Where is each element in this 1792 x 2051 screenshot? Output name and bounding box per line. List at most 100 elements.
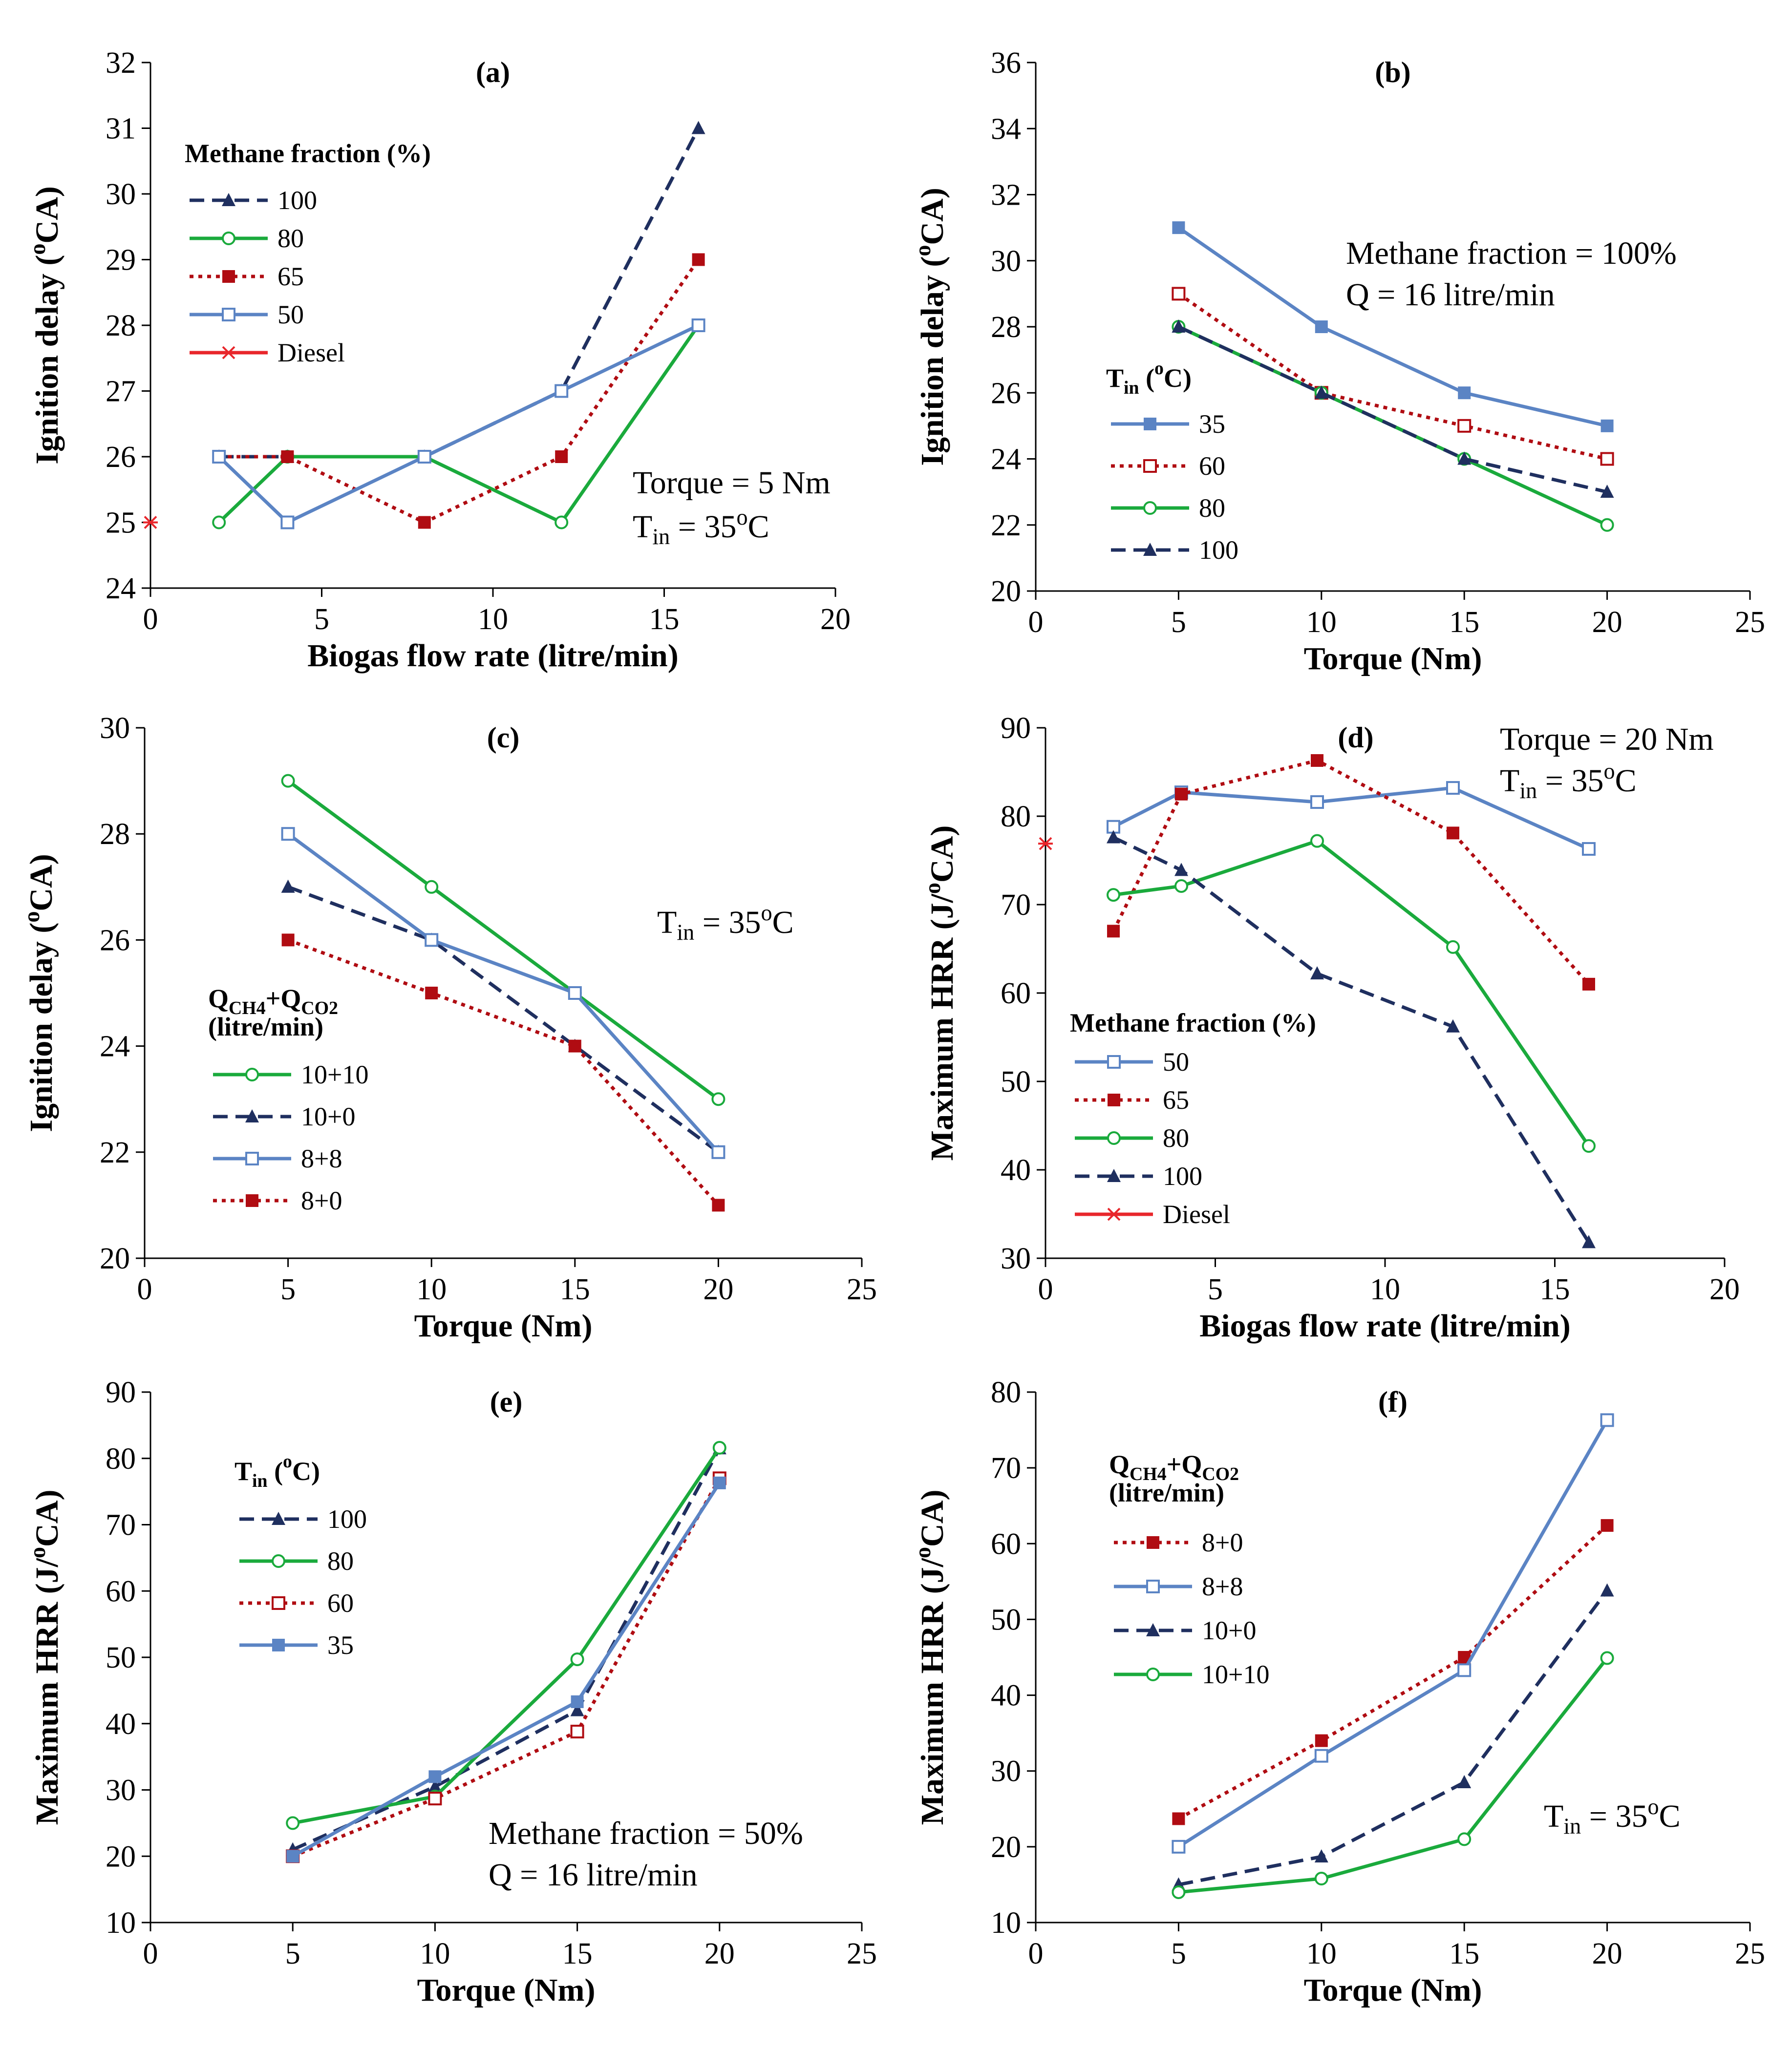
panel-a-series-100-line	[219, 127, 700, 459]
panel-b-legend-marker	[1143, 543, 1157, 556]
panel-d-series-100-point	[1582, 1235, 1596, 1248]
panel-f-series-10+0-point	[1314, 1849, 1328, 1863]
panel-d-y-tick-label: 30	[1001, 1242, 1031, 1275]
panel-d-annotation: Torque = 20 Nm	[1500, 721, 1714, 757]
panel-c-series-10+10-line	[287, 779, 720, 1101]
panel-e-x-tick-label: 10	[420, 1937, 450, 1970]
panel-b-x-tick-label: 5	[1171, 606, 1186, 639]
panel-d-series-Diesel-point	[1038, 837, 1053, 850]
panel-b-legend-marker	[1144, 418, 1156, 430]
panel-d-x-tick-label: 15	[1540, 1273, 1570, 1306]
panel-a-series-80-point	[212, 515, 226, 529]
panel-f-series-8+8-point	[1600, 1413, 1614, 1427]
panel-d-y-tick-label: 60	[1001, 977, 1031, 1010]
panel-d-legend-marker	[1108, 1094, 1120, 1106]
panel-b-y-tick-label: 22	[991, 509, 1021, 542]
panel-d-y-tick-label: 70	[1001, 888, 1031, 922]
panel-f-series-10+10-line	[1178, 1657, 1609, 1894]
panel-a-legend-label: 50	[277, 300, 304, 329]
panel-d-x-axis-title: Biogas flow rate (litre/min)	[1199, 1308, 1570, 1344]
panel-a-annotation: Torque = 5 Nm	[633, 465, 831, 501]
panel-e-legend-label: 80	[327, 1546, 354, 1576]
panel-f-y-tick-label: 40	[991, 1679, 1021, 1713]
panel-f-y-tick-label: 50	[991, 1603, 1021, 1636]
panel-f-series-8+8-point	[1457, 1663, 1472, 1677]
panel-d-legend-label: 50	[1163, 1047, 1189, 1077]
panel-b-series-35-point	[1172, 221, 1185, 234]
panel-d-series-80-point	[1107, 888, 1120, 902]
panel-a-y-tick-label: 26	[106, 441, 136, 474]
panel-b-series-35-point	[1315, 320, 1328, 333]
panel-a-annotation: Tin = 35oC	[633, 505, 769, 549]
panel-f-series-10+10-point	[1457, 1832, 1472, 1846]
panel-b-legend-title: Tin (oC)	[1106, 358, 1192, 398]
panel-c-legend-marker	[246, 1194, 258, 1207]
panel-d-annotation: Tin = 35oC	[1500, 759, 1637, 803]
panel-d-legend-label: 80	[1163, 1123, 1189, 1153]
panel-d-tag: (d)	[1338, 721, 1373, 754]
panel-f-series-10+10-point	[1600, 1651, 1614, 1665]
panel-e-y-tick-label: 60	[106, 1575, 136, 1608]
panel-c-annotation: Tin = 35oC	[657, 900, 794, 945]
panel-e-series-60-line	[292, 1477, 721, 1858]
panel-d-series-80-point	[1582, 1139, 1596, 1153]
panel-d-legend-label: Diesel	[1163, 1200, 1230, 1229]
panel-a-x-tick-label: 10	[478, 603, 508, 636]
panel-b-y-tick-label: 24	[991, 443, 1021, 476]
panel-b-y-tick-label: 20	[991, 575, 1021, 608]
panel-f-y-axis-title: Maximum HRR (J/oCA)	[910, 1490, 950, 1825]
panel-e-series-80-point	[286, 1816, 300, 1830]
panel-f-legend-marker	[1146, 1580, 1160, 1593]
panel-b-y-tick-label: 34	[991, 112, 1021, 146]
panel-c-y-axis-title: Ignition delay (oCA)	[19, 854, 59, 1132]
panel-e-legend-marker	[272, 1512, 285, 1525]
panel-c-series-8+8-point	[425, 933, 439, 947]
panel-d-y-tick-label: 80	[1001, 800, 1031, 833]
panel-b-series-35-line	[1177, 226, 1608, 428]
panel-c-x-tick-label: 20	[703, 1273, 733, 1306]
panel-d-series-80-point	[1446, 940, 1460, 954]
panel-d-series-65-point	[1311, 754, 1323, 767]
panel-c-legend-marker	[245, 1109, 259, 1122]
panel-a-series-50-point	[555, 384, 569, 398]
panel-c-y-tick-label: 22	[100, 1136, 130, 1169]
panel-b-y-tick-label: 28	[991, 311, 1021, 344]
panel-c-series-8+8-line	[287, 832, 720, 1154]
panel-e-x-tick-label: 15	[562, 1937, 593, 1970]
panel-f-x-axis-title: Torque (Nm)	[1304, 1972, 1482, 2008]
panel-d-series-50-point	[1582, 842, 1596, 856]
panel-f-y-tick-label: 60	[991, 1527, 1021, 1561]
panel-d-legend-marker	[1107, 1207, 1121, 1221]
panel-b-series-35-point	[1458, 386, 1471, 400]
panel-b-x-tick-label: 15	[1449, 606, 1479, 639]
panel-c-x-tick-label: 0	[137, 1273, 152, 1306]
panel-f-y-tick-label: 10	[991, 1906, 1021, 1940]
panel-b-x-tick-label: 0	[1028, 606, 1044, 639]
panel-a-y-tick-label: 32	[106, 46, 136, 80]
panel-b-series-100-point	[1172, 319, 1186, 333]
panel-e-annotation: Q = 16 litre/min	[489, 1857, 698, 1893]
panel-c-series-8+8-point	[281, 827, 295, 841]
panel-a-series-50-point	[212, 450, 226, 464]
panel-d-legend-marker	[1107, 1169, 1121, 1182]
panel-b-series-100-point	[1314, 385, 1328, 399]
panel-b-legend-label: 60	[1199, 451, 1225, 481]
panel-d-series-65-point	[1582, 977, 1595, 991]
panel-f-legend-label: 10+10	[1202, 1660, 1269, 1689]
panel-d-legend-label: 65	[1163, 1085, 1189, 1115]
panel-d-series-100-point	[1446, 1019, 1460, 1033]
panel-e-x-tick-label: 20	[704, 1937, 735, 1970]
panel-f-x-tick-label: 15	[1449, 1937, 1479, 1970]
panel-a-series-65-point	[692, 253, 705, 266]
panel-c-x-tick-label: 15	[560, 1273, 590, 1306]
panel-d-series-80-point	[1310, 834, 1324, 848]
panel-b-legend-label: 35	[1199, 409, 1225, 439]
panel-c-legend-label: 8+8	[301, 1144, 342, 1173]
panel-d-legend-marker	[1107, 1055, 1121, 1069]
panel-b-x-tick-label: 10	[1306, 606, 1337, 639]
panel-e-x-tick-label: 0	[143, 1937, 158, 1970]
panel-d-series-65-point	[1447, 826, 1459, 840]
panel-b-series-60-line	[1177, 292, 1608, 461]
